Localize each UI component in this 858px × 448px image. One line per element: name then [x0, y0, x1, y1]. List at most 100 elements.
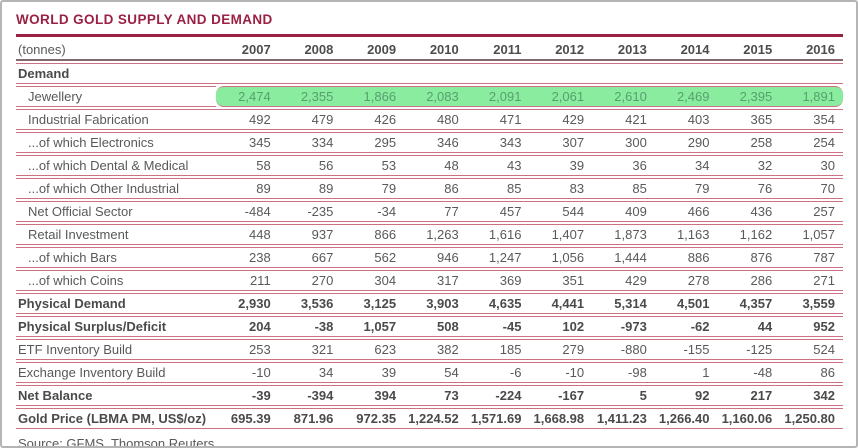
cell-value: 937 [278, 224, 342, 245]
row-label: ...of which Bars [16, 247, 216, 268]
cell-value: 787 [780, 247, 843, 268]
cell-value: 1 [654, 362, 718, 383]
cell-value: 317 [404, 270, 467, 291]
cell-value: 334 [278, 132, 342, 153]
cell-value: 30 [780, 155, 843, 176]
row-label: Net Official Sector [16, 201, 216, 222]
cell-value: 211 [216, 270, 279, 291]
cell-value: 2,474 [216, 86, 279, 107]
table-row: Physical Surplus/Deficit 204 -38 1,057 508 -4… [16, 316, 843, 337]
cell-value: 1,057 [780, 224, 843, 245]
cell-value: 4,501 [654, 293, 718, 314]
cell-value: 1,263 [404, 224, 467, 245]
table-body: Demand Jewellery 2,474 2,355 1,866 2,083 2,091… [16, 63, 843, 429]
year-column-header: 2012 [529, 40, 593, 61]
cell-value: 1,571.69 [466, 408, 530, 429]
cell-value: 448 [216, 224, 279, 245]
cell-value: -48 [717, 362, 781, 383]
cell-value: 365 [717, 109, 781, 130]
cell-value: 321 [278, 339, 342, 360]
cell-value: 1,160.06 [717, 408, 781, 429]
cell-value: 876 [717, 247, 781, 268]
cell-value: 562 [341, 247, 405, 268]
cell-value: 886 [654, 247, 718, 268]
cell-value: 394 [341, 385, 405, 406]
year-column-header: 2015 [717, 40, 781, 61]
unit-label: (tonnes) [16, 40, 216, 61]
cell-value: 351 [529, 270, 593, 291]
cell-value: 271 [780, 270, 843, 291]
cell-value: -125 [717, 339, 781, 360]
year-column-header: 2013 [592, 40, 655, 61]
year-column-header: 2010 [404, 40, 467, 61]
cell-value: 34 [278, 362, 342, 383]
cell-value: 4,357 [717, 293, 781, 314]
cell-value: 89 [278, 178, 342, 199]
table-row: ...of which Coins 211 270 304 317 369 351 429 27… [16, 270, 843, 291]
cell-value: -880 [592, 339, 655, 360]
cell-value: 1,866 [341, 86, 405, 107]
cell-value: 295 [341, 132, 405, 153]
row-label: Demand [16, 63, 843, 84]
cell-value: 258 [717, 132, 781, 153]
cell-value: 2,610 [592, 86, 655, 107]
row-label: Retail Investment [16, 224, 216, 245]
year-column-header: 2009 [341, 40, 405, 61]
cell-value: 403 [654, 109, 718, 130]
cell-value: 1,163 [654, 224, 718, 245]
cell-value: 2,469 [654, 86, 718, 107]
cell-value: 254 [780, 132, 843, 153]
year-column-header: 2007 [216, 40, 279, 61]
cell-value: 466 [654, 201, 718, 222]
cell-value: 871.96 [278, 408, 342, 429]
cell-value: 217 [717, 385, 781, 406]
cell-value: 544 [529, 201, 593, 222]
cell-value: 1,444 [592, 247, 655, 268]
cell-value: 1,411.23 [592, 408, 655, 429]
header-row: (tonnes) 2007 2008 2009 2010 2011 2012 2013 201… [16, 40, 843, 61]
cell-value: 2,355 [278, 86, 342, 107]
cell-value: 3,559 [780, 293, 843, 314]
cell-value: 36 [592, 155, 655, 176]
row-label: Physical Demand [16, 293, 216, 314]
cell-value: 952 [780, 316, 843, 337]
row-label: Net Balance [16, 385, 216, 406]
cell-value: 972.35 [341, 408, 405, 429]
cell-value: 53 [341, 155, 405, 176]
cell-value: 5,314 [592, 293, 655, 314]
table-row: Industrial Fabrication 492 479 426 480 471 429… [16, 109, 843, 130]
cell-value: 286 [717, 270, 781, 291]
row-label: ...of which Dental & Medical [16, 155, 216, 176]
cell-value: 429 [529, 109, 593, 130]
cell-value: 54 [404, 362, 467, 383]
cell-value: 270 [278, 270, 342, 291]
cell-value: -235 [278, 201, 342, 222]
cell-value: 623 [341, 339, 405, 360]
cell-value: 1,873 [592, 224, 655, 245]
row-label: Physical Surplus/Deficit [16, 316, 216, 337]
cell-value: 342 [780, 385, 843, 406]
cell-value: 92 [654, 385, 718, 406]
cell-value: -155 [654, 339, 718, 360]
table-row: ETF Inventory Build 253 321 623 382 185 279 -88… [16, 339, 843, 360]
cell-value: 946 [404, 247, 467, 268]
cell-value: -484 [216, 201, 279, 222]
cell-value: 436 [717, 201, 781, 222]
table-row: Jewellery 2,474 2,355 1,866 2,083 2,091 2,061 2… [16, 86, 843, 107]
row-label: Exchange Inventory Build [16, 362, 216, 383]
year-column-header: 2008 [278, 40, 342, 61]
cell-value: -973 [592, 316, 655, 337]
cell-value: 421 [592, 109, 655, 130]
cell-value: -10 [529, 362, 593, 383]
cell-value: 1,891 [780, 86, 843, 107]
cell-value: 426 [341, 109, 405, 130]
cell-value: 39 [341, 362, 405, 383]
table-row: Gold Price (LBMA PM, US$/oz) 695.39 871.96… [16, 408, 843, 429]
cell-value: 479 [278, 109, 342, 130]
cell-value: 56 [278, 155, 342, 176]
cell-value: 667 [278, 247, 342, 268]
cell-value: 1,057 [341, 316, 405, 337]
table-row: ...of which Electronics 345 334 295 346 343 30… [16, 132, 843, 153]
year-column-header: 2014 [654, 40, 718, 61]
cell-value: -394 [278, 385, 342, 406]
